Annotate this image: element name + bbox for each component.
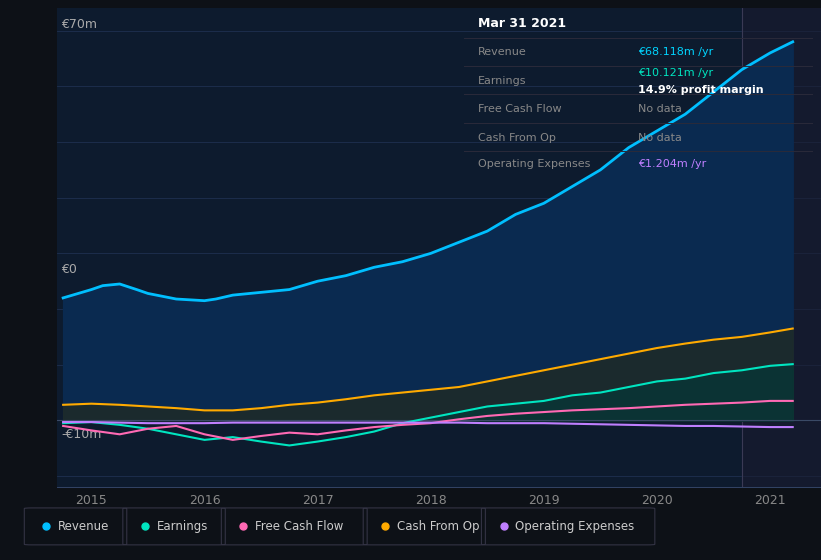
Text: -€10m: -€10m xyxy=(62,428,102,441)
Text: €70m: €70m xyxy=(62,18,97,31)
Text: Revenue: Revenue xyxy=(478,47,526,57)
Text: Free Cash Flow: Free Cash Flow xyxy=(255,520,344,533)
Text: Cash From Op: Cash From Op xyxy=(397,520,479,533)
Text: Operating Expenses: Operating Expenses xyxy=(478,159,590,169)
Bar xyxy=(742,8,821,487)
Text: Operating Expenses: Operating Expenses xyxy=(516,520,635,533)
Text: €0: €0 xyxy=(62,263,77,276)
Text: Cash From Op: Cash From Op xyxy=(478,133,556,142)
Text: €1.204m /yr: €1.204m /yr xyxy=(639,159,707,169)
Text: Earnings: Earnings xyxy=(157,520,208,533)
Text: Free Cash Flow: Free Cash Flow xyxy=(478,104,562,114)
Text: No data: No data xyxy=(639,104,682,114)
Text: Mar 31 2021: Mar 31 2021 xyxy=(478,16,566,30)
Text: Earnings: Earnings xyxy=(478,76,526,86)
Text: €10.121m /yr: €10.121m /yr xyxy=(639,68,713,77)
Text: No data: No data xyxy=(639,133,682,142)
Text: €68.118m /yr: €68.118m /yr xyxy=(639,47,713,57)
Text: Revenue: Revenue xyxy=(58,520,109,533)
Text: 14.9% profit margin: 14.9% profit margin xyxy=(639,86,764,95)
